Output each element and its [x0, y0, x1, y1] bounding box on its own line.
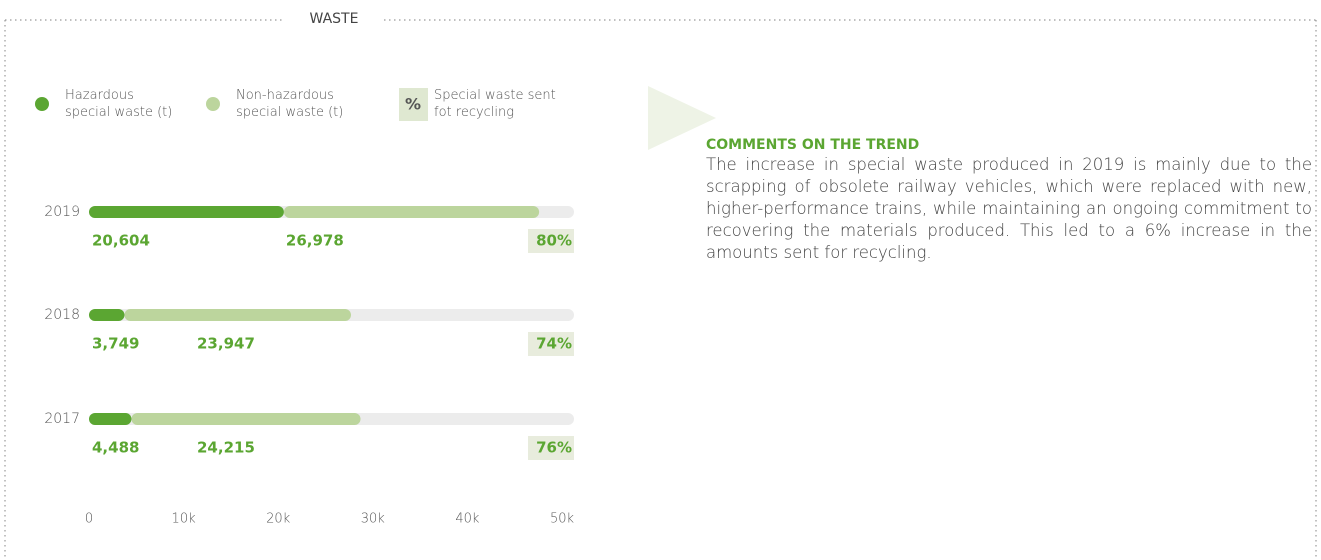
bar	[89, 206, 284, 218]
bar	[89, 413, 132, 425]
bar	[131, 413, 361, 425]
value-label: 3,749	[92, 335, 139, 353]
bar	[89, 309, 125, 321]
x-tick-label: 30k	[361, 512, 386, 527]
legend-swatch	[399, 88, 428, 121]
x-tick-label: 20k	[266, 512, 291, 527]
legend-icon: %	[405, 95, 421, 114]
legend-label: Non-hazardous special waste (t)	[236, 88, 343, 120]
percent-label: 74%	[536, 335, 572, 353]
bar	[124, 309, 352, 321]
x-tick-label: 50k	[550, 512, 575, 527]
x-tick-label: 10k	[172, 512, 197, 527]
y-tick-label: 2019	[44, 204, 80, 220]
section-title: WASTE	[310, 11, 359, 27]
percent-bg	[528, 332, 574, 356]
percent-bg	[528, 436, 574, 460]
legend-line: Hazardous	[65, 88, 134, 103]
legend-line: special waste (t)	[65, 105, 172, 120]
percent-label: 80%	[536, 232, 572, 250]
legend-swatch	[35, 97, 49, 111]
value-label: 4,488	[92, 439, 139, 457]
legend-label: Hazardous special waste (t)	[65, 88, 172, 120]
comments-title: COMMENTS ON THE TREND	[706, 137, 920, 153]
value-label: 20,604	[92, 232, 150, 250]
y-tick-label: 2018	[44, 307, 80, 323]
y-tick-label: 2017	[44, 411, 80, 427]
x-tick-label: 40k	[455, 512, 480, 527]
legend-line: Special waste sent	[434, 88, 556, 103]
value-label: 24,215	[197, 439, 255, 457]
percent-bg	[528, 229, 574, 253]
legend-line: Non-hazardous	[236, 88, 334, 103]
frame	[4, 19, 1317, 560]
legend-swatch	[206, 97, 220, 111]
x-tick-label: 0	[85, 512, 93, 527]
legend-line: special waste (t)	[236, 105, 343, 120]
legend-line: fot recycling	[434, 105, 514, 120]
arrow-decoration	[648, 86, 716, 150]
comments-text: The increase in special waste produced i…	[706, 155, 1312, 262]
percent-label: 76%	[536, 439, 572, 457]
value-label: 23,947	[197, 335, 255, 353]
value-label: 26,978	[286, 232, 344, 250]
bar	[283, 206, 540, 218]
legend-label: Special waste sent fot recycling	[434, 88, 556, 120]
